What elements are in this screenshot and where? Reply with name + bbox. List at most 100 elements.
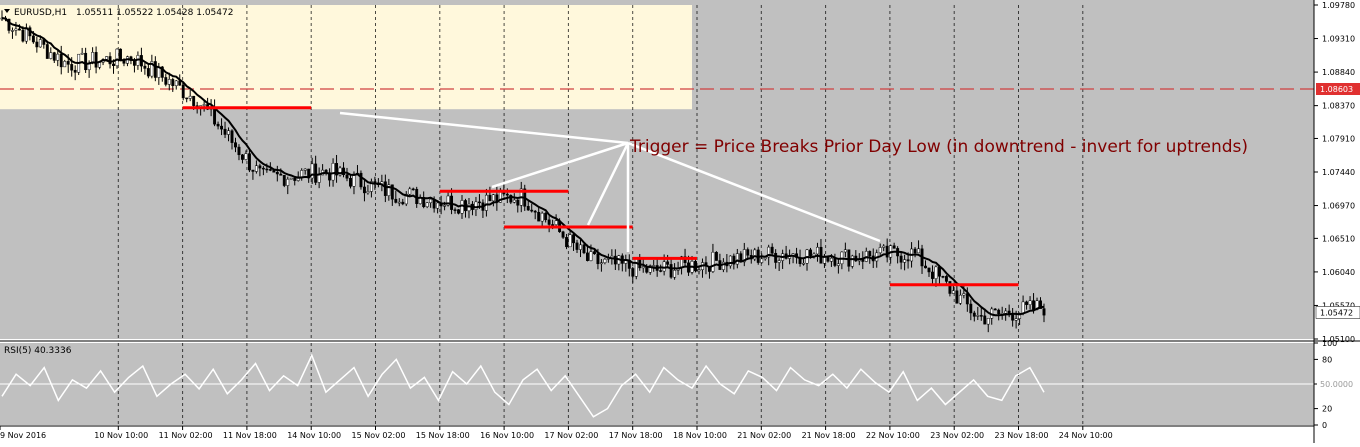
candle bbox=[599, 262, 603, 265]
candle bbox=[958, 294, 962, 304]
candle bbox=[850, 255, 854, 267]
candle bbox=[349, 178, 352, 187]
pointer-line bbox=[339, 111, 629, 145]
candle bbox=[429, 198, 433, 204]
price-tick-label: 1.05100 bbox=[1322, 335, 1355, 344]
price-tick-label: 1.07910 bbox=[1322, 134, 1355, 143]
candle bbox=[596, 253, 600, 265]
candle bbox=[631, 268, 635, 277]
time-tick-label: 10 Nov 10:00 bbox=[94, 431, 148, 440]
trigger-lines[interactable] bbox=[182, 106, 1019, 287]
candle bbox=[767, 246, 771, 258]
candle bbox=[443, 205, 447, 207]
candle bbox=[436, 202, 440, 209]
candle bbox=[1032, 300, 1035, 310]
candle bbox=[589, 251, 593, 261]
candle bbox=[192, 95, 196, 106]
candle bbox=[11, 30, 14, 32]
candle bbox=[965, 293, 969, 305]
candle bbox=[586, 252, 589, 261]
candle bbox=[554, 220, 558, 225]
candle bbox=[491, 194, 495, 202]
rsi-axis[interactable]: 100 80 50.0000 20 0 bbox=[1314, 339, 1359, 430]
candle bbox=[714, 251, 718, 261]
price-tick-label: 1.06040 bbox=[1322, 268, 1355, 277]
time-tick-label: 15 Nov 18:00 bbox=[416, 431, 470, 440]
candle bbox=[31, 35, 35, 43]
candle bbox=[641, 266, 645, 269]
chevron-down-icon[interactable] bbox=[4, 9, 10, 13]
candle bbox=[746, 249, 750, 256]
candle bbox=[694, 261, 697, 272]
candle bbox=[317, 174, 321, 183]
candle bbox=[822, 257, 826, 264]
candle bbox=[21, 29, 25, 42]
candle bbox=[251, 169, 255, 172]
candle bbox=[223, 128, 227, 135]
time-tick-label: 21 Nov 18:00 bbox=[802, 431, 856, 440]
candle bbox=[941, 276, 945, 278]
candle bbox=[1028, 300, 1032, 305]
candle bbox=[35, 41, 39, 48]
candle bbox=[551, 224, 555, 226]
price-tick-label: 1.07440 bbox=[1322, 168, 1355, 177]
price-tick-label: 1.06510 bbox=[1322, 234, 1355, 243]
time-tick-label: 22 Nov 10:00 bbox=[866, 431, 920, 440]
candle bbox=[467, 203, 471, 212]
candle bbox=[272, 170, 276, 173]
candle bbox=[181, 85, 185, 99]
time-tick-label: 23 Nov 18:00 bbox=[995, 431, 1049, 440]
candle bbox=[979, 315, 983, 317]
time-axis[interactable]: 9 Nov 2016 10 Nov 10:00 11 Nov 02:00 11 Nov… bbox=[0, 426, 1113, 440]
candle bbox=[809, 249, 812, 256]
candle bbox=[603, 258, 607, 263]
candle bbox=[505, 193, 509, 196]
candle bbox=[666, 261, 670, 265]
candle bbox=[293, 177, 297, 181]
candle bbox=[843, 249, 847, 253]
candle bbox=[836, 263, 840, 266]
price-tick-label: 1.06970 bbox=[1322, 202, 1355, 211]
candle bbox=[488, 194, 492, 202]
candle bbox=[369, 181, 373, 192]
candle bbox=[516, 199, 520, 206]
candle bbox=[951, 290, 955, 294]
candle bbox=[460, 200, 464, 214]
candle bbox=[342, 167, 345, 176]
candle bbox=[56, 53, 60, 61]
rsi-label: RSI(5) 40.3336 bbox=[4, 346, 72, 356]
price-tick-label: 1.05570 bbox=[1322, 301, 1355, 310]
candle bbox=[986, 317, 990, 325]
candle bbox=[592, 251, 596, 255]
candle bbox=[927, 267, 931, 273]
rsi-tick-label: 0 bbox=[1322, 421, 1327, 430]
level-price-tag bbox=[1316, 82, 1360, 95]
candle bbox=[390, 184, 394, 200]
candle bbox=[906, 259, 910, 262]
candle bbox=[659, 270, 663, 272]
candle bbox=[425, 202, 429, 207]
candle bbox=[17, 28, 21, 31]
candle bbox=[944, 276, 948, 282]
candle bbox=[275, 171, 279, 175]
candle bbox=[174, 80, 178, 86]
candle bbox=[63, 61, 67, 68]
candle bbox=[878, 247, 882, 254]
time-tick-label: 23 Nov 02:00 bbox=[930, 431, 984, 440]
candle bbox=[150, 61, 154, 77]
candle bbox=[533, 210, 537, 213]
candle bbox=[579, 244, 582, 250]
candle bbox=[802, 262, 805, 265]
candle bbox=[777, 260, 781, 263]
candle bbox=[188, 95, 192, 99]
candle bbox=[94, 52, 98, 68]
candle bbox=[359, 172, 363, 188]
rsi-tick-label: 100 bbox=[1322, 339, 1337, 348]
ohlc-label: 1.05511 1.05522 1.05428 1.05472 bbox=[76, 8, 233, 18]
candle bbox=[1004, 310, 1008, 314]
candle bbox=[261, 167, 265, 170]
candle bbox=[582, 244, 586, 254]
